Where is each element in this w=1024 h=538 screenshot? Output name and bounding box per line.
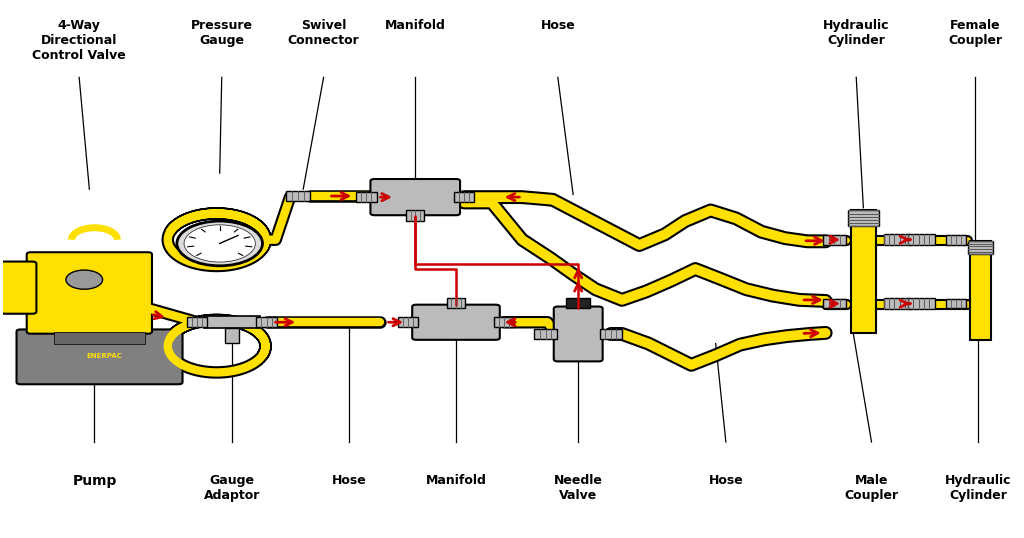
FancyBboxPatch shape (0, 261, 37, 314)
Text: Hydraulic
Cylinder: Hydraulic Cylinder (945, 474, 1012, 502)
Bar (187, 317, 208, 327)
Text: Hose: Hose (709, 474, 743, 487)
Text: Hose: Hose (332, 474, 367, 487)
Circle shape (66, 270, 102, 289)
Text: Female
Coupler: Female Coupler (948, 19, 1002, 47)
Bar (53, 332, 145, 344)
Bar (908, 235, 935, 245)
Bar (908, 298, 935, 309)
Text: 4-Way
Directional
Control Valve: 4-Way Directional Control Valve (33, 19, 126, 62)
FancyBboxPatch shape (554, 307, 603, 362)
Bar (204, 316, 260, 328)
Circle shape (177, 221, 262, 266)
Bar (946, 235, 967, 244)
Bar (454, 192, 474, 202)
FancyBboxPatch shape (16, 329, 182, 384)
Bar (823, 299, 846, 308)
Bar (225, 328, 239, 343)
Bar (286, 191, 310, 201)
Text: ENERPAC: ENERPAC (87, 353, 123, 359)
Bar (494, 317, 514, 327)
Text: Pressure
Gauge: Pressure Gauge (190, 19, 253, 47)
FancyBboxPatch shape (371, 179, 460, 215)
Bar (971, 241, 990, 339)
Bar (446, 298, 465, 308)
FancyBboxPatch shape (413, 305, 500, 340)
Bar (946, 299, 967, 308)
Bar (600, 329, 622, 339)
Bar (407, 210, 424, 221)
Bar (884, 298, 910, 309)
Bar (256, 317, 276, 327)
Text: Pump: Pump (73, 474, 117, 488)
Bar (823, 235, 846, 244)
Text: Swivel
Connector: Swivel Connector (288, 19, 359, 47)
Bar (398, 317, 418, 327)
Bar (968, 241, 993, 254)
Text: Hose: Hose (541, 19, 575, 32)
Text: Needle
Valve: Needle Valve (554, 474, 603, 502)
Text: Hydraulic
Cylinder: Hydraulic Cylinder (823, 19, 890, 47)
Text: Manifold: Manifold (385, 19, 445, 32)
Text: Manifold: Manifold (426, 474, 486, 487)
Bar (884, 235, 910, 245)
Text: Male
Coupler: Male Coupler (845, 474, 899, 502)
Bar (566, 298, 591, 308)
Circle shape (184, 225, 255, 262)
Bar (535, 329, 557, 339)
Bar (851, 210, 877, 333)
Bar (356, 192, 377, 202)
FancyBboxPatch shape (27, 252, 152, 334)
Text: Gauge
Adaptor: Gauge Adaptor (204, 474, 260, 502)
Bar (848, 210, 880, 226)
